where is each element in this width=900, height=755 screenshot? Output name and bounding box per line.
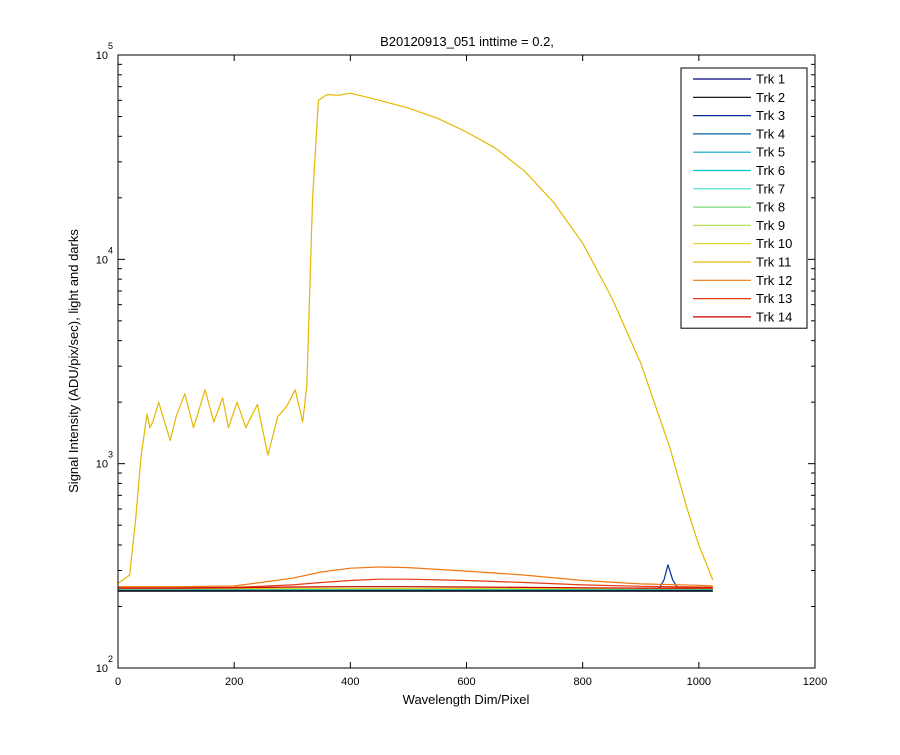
x-tick-label: 800 <box>573 676 591 688</box>
series-layer <box>117 92 714 592</box>
y-tick-exponent: 4 <box>108 245 113 255</box>
legend-label: Trk 1 <box>756 72 785 87</box>
legend-box <box>680 67 808 329</box>
legend: Trk 1 Trk 2 Trk 3 Trk 4 Trk 5 Trk 6 Trk 7 Trk 8… <box>680 67 808 329</box>
series-line-trk-13 <box>118 578 713 589</box>
legend-label: Trk 13 <box>756 291 792 306</box>
y-axis-title: Signal Intensity (ADU/pix/sec), light an… <box>66 229 81 493</box>
x-tick-label: 400 <box>341 676 359 688</box>
legend-label: Trk 10 <box>756 236 792 251</box>
series-line-trk-12 <box>118 566 713 588</box>
series-line-trk-14 <box>118 586 713 589</box>
legend-label: Trk 7 <box>756 181 785 196</box>
x-tick-label: 1200 <box>803 676 827 688</box>
y-tick-exponent: 3 <box>108 450 113 460</box>
y-tick-exponent: 2 <box>108 654 113 664</box>
series-line-trk-11 <box>117 92 714 584</box>
x-axis-title: Wavelength Dim/Pixel <box>403 692 530 707</box>
y-tick-base: 10 <box>96 459 108 471</box>
x-tick-label: 200 <box>225 676 243 688</box>
legend-label: Trk 14 <box>756 309 792 324</box>
x-tick-label: 600 <box>457 676 475 688</box>
legend-label: Trk 3 <box>756 108 785 123</box>
legend-label: Trk 6 <box>756 163 785 178</box>
y-tick-base: 10 <box>96 254 108 266</box>
x-tick-label: 1000 <box>687 676 711 688</box>
legend-label: Trk 5 <box>756 145 785 160</box>
y-tick-base: 10 <box>96 50 108 62</box>
legend-label: Trk 12 <box>756 273 792 288</box>
y-tick-base: 10 <box>96 663 108 675</box>
legend-label: Trk 8 <box>756 200 785 215</box>
x-tick-label: 0 <box>115 676 121 688</box>
chart-title: B20120913_051 inttime = 0.2, <box>380 34 554 49</box>
legend-label: Trk 11 <box>756 255 791 270</box>
legend-label: Trk 2 <box>756 90 785 105</box>
legend-label: Trk 9 <box>756 218 785 233</box>
legend-label: Trk 4 <box>756 126 785 141</box>
y-tick-exponent: 5 <box>108 41 113 51</box>
